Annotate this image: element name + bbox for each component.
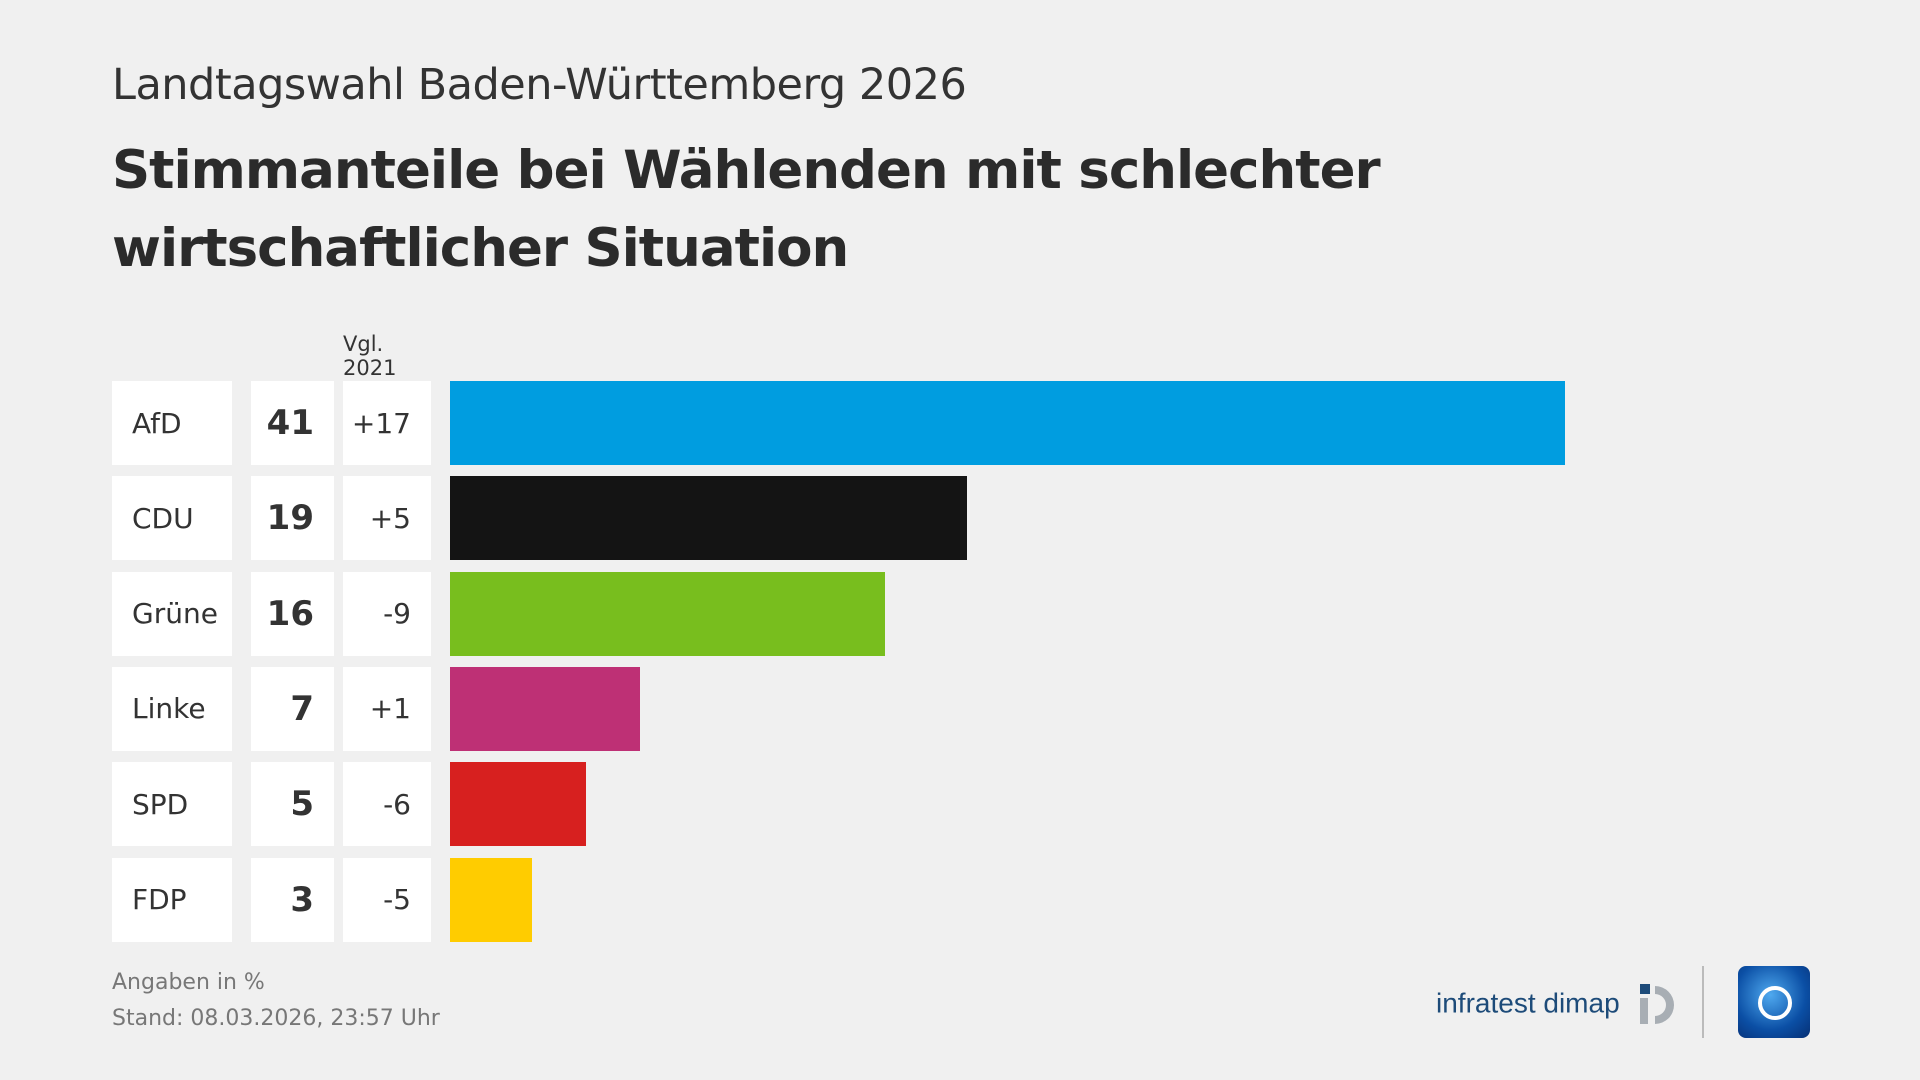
diff-label: -5 bbox=[343, 857, 431, 942]
bar bbox=[450, 666, 641, 751]
diff-label: +1 bbox=[343, 666, 431, 751]
value-label: 19 bbox=[251, 476, 334, 561]
diff-label: -6 bbox=[343, 762, 431, 847]
unit-note: Angaben in % bbox=[112, 970, 265, 995]
timestamp: Stand: 08.03.2026, 23:57 Uhr bbox=[112, 1006, 440, 1031]
value-label: 7 bbox=[251, 666, 334, 751]
value-label: 5 bbox=[251, 762, 334, 847]
value-label: 41 bbox=[251, 381, 334, 465]
diff-label: -9 bbox=[343, 571, 431, 656]
logo-divider bbox=[1702, 966, 1704, 1038]
bar bbox=[450, 857, 532, 942]
infratest-logo-icon bbox=[1640, 984, 1675, 1024]
ard-logo-one bbox=[1758, 986, 1792, 1020]
comparison-header: Vgl. 2021 bbox=[343, 332, 397, 380]
party-label: FDP bbox=[112, 857, 232, 942]
infratest-dimap-logo: infratest dimap bbox=[1436, 982, 1683, 1028]
bar bbox=[450, 381, 1566, 465]
ard-logo bbox=[1738, 966, 1810, 1038]
value-label: 3 bbox=[251, 857, 334, 942]
bar bbox=[450, 571, 886, 656]
bar bbox=[450, 476, 967, 561]
chart-title: Stimmanteile bei Wählenden mit schlechte… bbox=[112, 140, 1381, 279]
chart-subtitle: Landtagswahl Baden-Württemberg 2026 bbox=[112, 60, 967, 110]
party-label: SPD bbox=[112, 762, 232, 847]
party-label: Linke bbox=[112, 666, 232, 751]
value-label: 16 bbox=[251, 571, 334, 656]
bar bbox=[450, 762, 586, 847]
diff-label: +17 bbox=[343, 381, 431, 465]
diff-label: +5 bbox=[343, 476, 431, 561]
party-label: CDU bbox=[112, 476, 232, 561]
party-label: Grüne bbox=[112, 571, 232, 656]
party-label: AfD bbox=[112, 381, 232, 465]
infratest-logo-text: infratest dimap bbox=[1436, 987, 1620, 1019]
